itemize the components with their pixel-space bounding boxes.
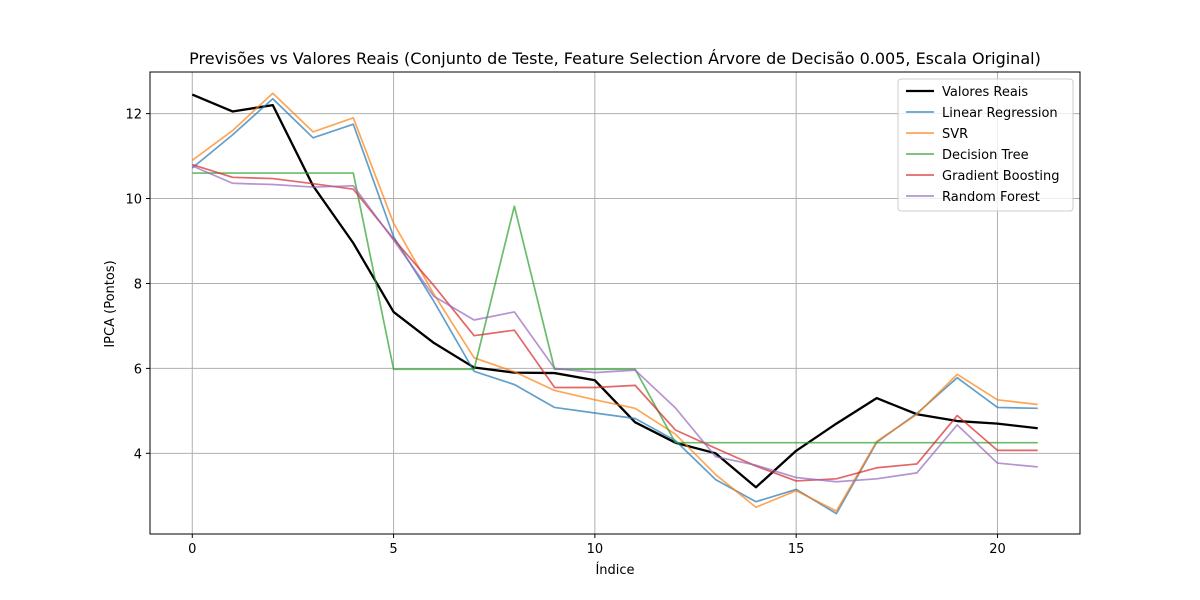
- x-tick-label: 20: [989, 542, 1006, 557]
- y-tick-label: 8: [134, 277, 142, 292]
- y-tick-label: 10: [125, 193, 142, 208]
- x-tick-label: 5: [389, 542, 397, 557]
- legend-label: Linear Regression: [942, 106, 1058, 121]
- series-lines: [191, 92, 1038, 515]
- x-tick-label: 15: [788, 542, 805, 557]
- legend-label: SVR: [942, 127, 968, 142]
- legend: Valores Reais Linear Regression SVR Decisio…: [897, 78, 1074, 212]
- axis-ticks: 0 5 10 15 20 4 6 8 10 12: [125, 108, 1005, 557]
- plot-frame: [149, 71, 1081, 535]
- x-axis-label: Índice: [595, 562, 634, 578]
- legend-label: Valores Reais: [942, 85, 1028, 100]
- series-line-decision-tree: [192, 172, 1038, 444]
- y-tick-label: 4: [134, 447, 142, 462]
- legend-box: [897, 78, 1074, 212]
- chart-title: Previsões vs Valores Reais (Conjunto de …: [189, 49, 1041, 68]
- series-line-valores-reais: [191, 93, 1038, 489]
- y-axis-label: IPCA (Pontos): [103, 260, 118, 347]
- series-line-svr: [191, 92, 1038, 512]
- legend-label: Decision Tree: [942, 148, 1029, 163]
- series-line-random-forest: [191, 165, 1038, 483]
- x-tick-label: 10: [587, 542, 604, 557]
- legend-label: Gradient Boosting: [942, 169, 1060, 184]
- x-tick-label: 0: [188, 542, 196, 557]
- y-tick-label: 12: [125, 108, 142, 123]
- legend-label: Random Forest: [942, 190, 1040, 205]
- y-tick-label: 6: [134, 362, 142, 377]
